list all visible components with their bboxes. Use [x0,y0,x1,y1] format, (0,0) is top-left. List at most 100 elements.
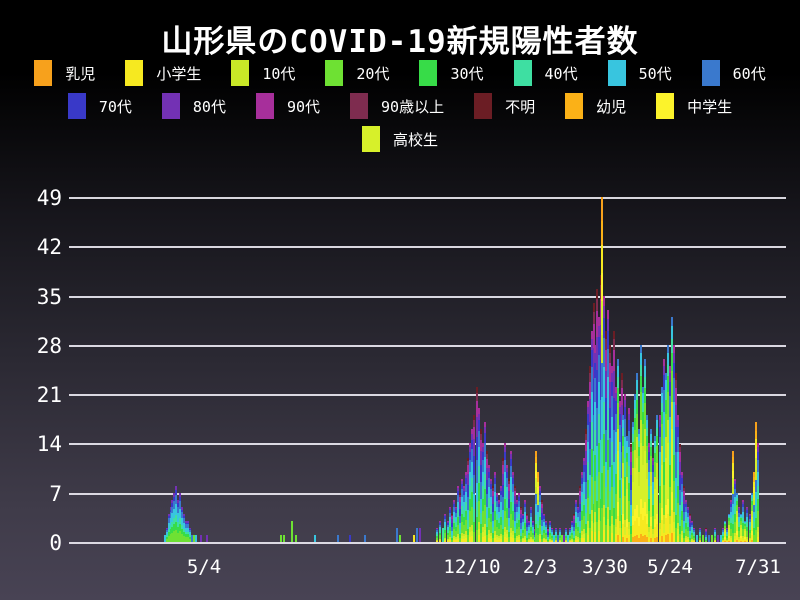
bar-segment [569,540,571,542]
bar-segment [494,471,496,475]
bar-segment [557,534,559,542]
bar-segment [622,445,624,464]
bar-segment [492,496,494,504]
legend-swatch-icon [361,126,380,152]
bar-segment [648,472,650,486]
bar-segment [603,295,605,306]
bar-segment [594,344,596,353]
bar-segment [484,489,486,505]
bar-segment [168,522,170,529]
bar-segment [585,439,587,451]
bar-segment [598,325,600,338]
bar-segment [541,538,543,542]
bar-segment [476,529,478,542]
bar [535,450,537,542]
bar-segment [520,506,522,509]
bar-segment [579,503,581,513]
bar-segment [457,490,459,496]
bar-segment [168,518,170,523]
bar-segment [589,422,591,449]
bar-segment [549,532,551,536]
bar-segment [753,520,755,528]
bar-segment [753,481,755,488]
bar-segment [646,428,648,436]
bar-segment [579,520,581,528]
bar-segment [751,511,753,518]
bar-segment [471,439,473,449]
bar-segment [693,537,695,540]
bar-segment [677,529,679,536]
bar-segment [516,506,518,513]
bar-segment [705,527,707,529]
bar-segment [665,504,667,519]
bar [291,520,293,542]
bar-segment [496,507,498,514]
bar-segment [490,497,492,506]
bar-segment [615,413,617,433]
bar-segment [349,534,351,542]
bar [532,520,534,542]
bar [447,520,449,542]
bar-segment [749,533,751,538]
bar [598,316,600,542]
bar-segment [714,541,716,542]
bar-segment [459,497,461,503]
bar-segment [575,539,577,542]
bar-segment [628,447,630,466]
bar-segment [675,379,677,389]
bar-segment [648,498,650,512]
bar [583,457,585,542]
bar-segment [528,539,530,541]
bar-segment [537,534,539,542]
bar-segment [532,524,534,528]
bar-segment [555,529,557,531]
bar-segment [622,463,624,479]
bar-segment [728,515,730,517]
legend-item: 60代 [701,60,766,86]
bar-segment [283,534,285,542]
bar [528,520,530,542]
bar-segment [545,524,547,528]
bar [557,534,559,542]
bar-segment [596,288,598,299]
bar-segment [675,498,677,515]
bar-segment [447,522,449,525]
bar-segment [738,506,740,509]
bar-segment [749,522,751,526]
bar-segment [654,436,656,441]
bar-segment [504,498,506,512]
gridline [69,246,786,249]
bar-segment [603,505,605,518]
bar-segment [488,497,490,508]
bar-segment [453,499,455,502]
bar-segment [724,531,726,538]
bar-segment [457,536,459,540]
bar-segment [549,530,551,533]
bar-segment [569,533,571,536]
bar-segment [596,336,598,370]
bar-segment [634,394,636,401]
bar-segment [746,526,748,532]
bar-segment [587,520,589,528]
bar-segment [571,540,573,542]
bar-segment [663,375,665,391]
gridline [69,197,786,199]
bar-segment [632,451,634,468]
bar-segment [451,515,453,517]
bar-segment [492,537,494,542]
bar-segment [449,526,451,532]
bar-segment [436,529,438,531]
bar-segment [498,528,500,536]
bar [396,527,398,542]
bar-segment [654,489,656,519]
bar-segment [532,522,534,525]
bar-segment [549,521,551,523]
bar-segment [681,520,683,532]
bar-segment [636,413,638,438]
bar-segment [171,503,173,507]
bar-segment [673,512,675,523]
bar-segment [730,499,732,502]
bar-segment [685,501,687,504]
bar-segment [751,531,753,536]
bar-segment [577,540,579,542]
